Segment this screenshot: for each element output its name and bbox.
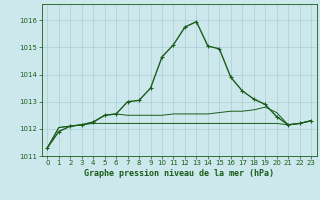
X-axis label: Graphe pression niveau de la mer (hPa): Graphe pression niveau de la mer (hPa) — [84, 169, 274, 178]
